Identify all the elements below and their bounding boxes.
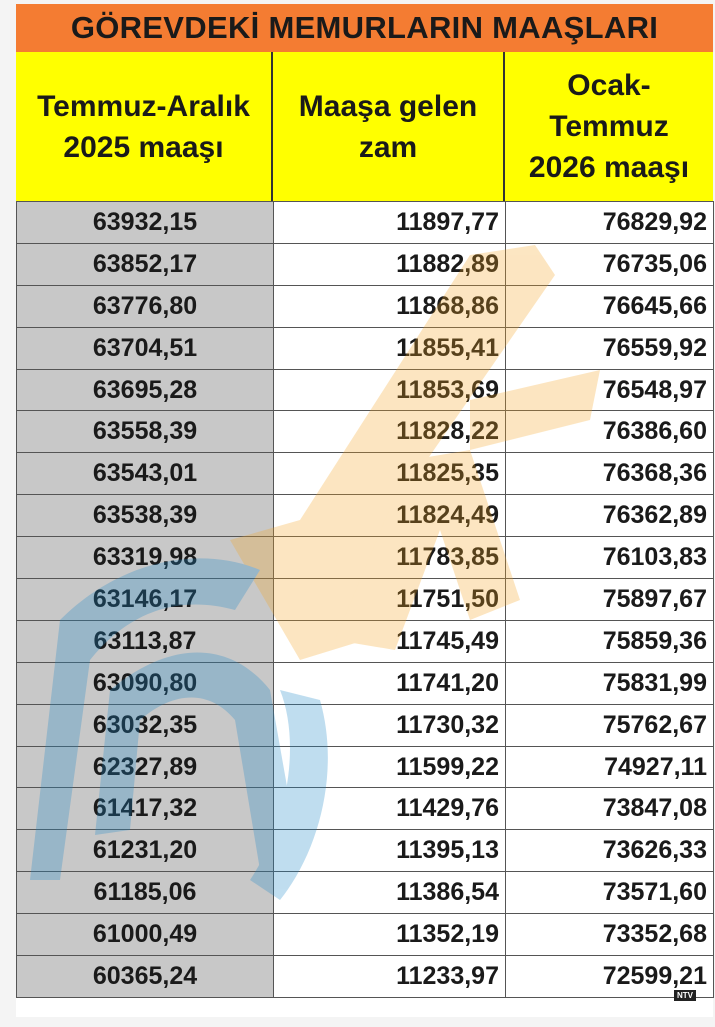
cell-2025-salary: 63319,98 <box>16 536 274 580</box>
cell-2026-salary: 75762,67 <box>505 703 714 747</box>
cell-raise: 11824,49 <box>273 494 506 538</box>
salary-table-sheet: GÖREVDEKİ MEMURLARIN MAAŞLARI Temmuz-Ara… <box>16 4 714 1017</box>
cell-raise: 11882,89 <box>273 242 506 286</box>
table-row: 63319,98 11783,85 76103,83 <box>16 536 714 580</box>
table-row: 63852,17 11882,89 76735,06 <box>16 242 714 286</box>
ntv-logo-icon: NTV <box>674 990 696 1001</box>
table-row: 62327,89 11599,22 74927,11 <box>16 745 714 789</box>
cell-2025-salary: 63695,28 <box>16 368 274 412</box>
cell-2025-salary: 63776,80 <box>16 284 274 328</box>
cell-2025-salary: 61231,20 <box>16 829 274 873</box>
table-row: 63032,35 11730,32 75762,67 <box>16 703 714 747</box>
cell-2025-salary: 63146,17 <box>16 578 274 621</box>
cell-raise: 11783,85 <box>273 536 506 580</box>
cell-2026-salary: 76386,60 <box>505 410 714 454</box>
cell-raise: 11855,41 <box>273 326 506 370</box>
header-col-raise: Maaşa gelen zam <box>273 52 505 201</box>
table-row: 61231,20 11395,13 73626,33 <box>16 829 714 873</box>
cell-2025-salary: 63543,01 <box>16 452 274 496</box>
cell-2026-salary: 75831,99 <box>505 661 714 705</box>
header-line: Temmuz <box>549 110 669 143</box>
cell-2025-salary: 63852,17 <box>16 242 274 286</box>
cell-2026-salary: 75897,67 <box>505 578 714 621</box>
salary-table: 63932,15 11897,77 76829,92 63852,17 11882,89… <box>16 201 714 998</box>
table-row: 63932,15 11897,77 76829,92 <box>16 201 714 244</box>
cell-2026-salary: 73352,68 <box>505 913 714 957</box>
cell-2025-salary: 63704,51 <box>16 326 274 370</box>
header-col-2026-salary: Ocak- Temmuz 2026 maaşı <box>505 52 713 201</box>
cell-2025-salary: 63113,87 <box>16 619 274 663</box>
table-row: 63558,39 11828,22 76386,60 <box>16 410 714 454</box>
table-row: 61417,32 11429,76 73847,08 <box>16 787 714 831</box>
cell-2026-salary: 76829,92 <box>505 201 714 244</box>
table-row: 63776,80 11868,86 76645,66 <box>16 284 714 328</box>
cell-2026-salary: 73847,08 <box>505 787 714 831</box>
cell-2026-salary: 74927,11 <box>505 745 714 789</box>
cell-raise: 11395,13 <box>273 829 506 873</box>
cell-2026-salary: 76368,36 <box>505 452 714 496</box>
table-row: 63113,87 11745,49 75859,36 <box>16 619 714 663</box>
cell-2026-salary: 76548,97 <box>505 368 714 412</box>
table-title: GÖREVDEKİ MEMURLARIN MAAŞLARI <box>16 4 713 52</box>
cell-2025-salary: 63558,39 <box>16 410 274 454</box>
cell-raise: 11730,32 <box>273 703 506 747</box>
cell-raise: 11897,77 <box>273 201 506 244</box>
table-row: 60365,24 11233,97 72599,21 <box>16 955 714 998</box>
cell-2025-salary: 61417,32 <box>16 787 274 831</box>
cell-raise: 11825,35 <box>273 452 506 496</box>
cell-2025-salary: 61185,06 <box>16 871 274 915</box>
cell-2026-salary: 76362,89 <box>505 494 714 538</box>
table-row: 63543,01 11825,35 76368,36 <box>16 452 714 496</box>
cell-2025-salary: 62327,89 <box>16 745 274 789</box>
cell-raise: 11599,22 <box>273 745 506 789</box>
cell-2026-salary: 73626,33 <box>505 829 714 873</box>
cell-raise: 11853,69 <box>273 368 506 412</box>
cell-2025-salary: 63538,39 <box>16 494 274 538</box>
header-line: 2026 maaşı <box>528 151 690 184</box>
cell-raise: 11741,20 <box>273 661 506 705</box>
cell-2026-salary: 76103,83 <box>505 536 714 580</box>
cell-2025-salary: 63932,15 <box>16 201 274 244</box>
cell-raise: 11386,54 <box>273 871 506 915</box>
cell-2025-salary: 60365,24 <box>16 955 274 998</box>
cell-raise: 11751,50 <box>273 578 506 621</box>
table-row: 63090,80 11741,20 75831,99 <box>16 661 714 705</box>
cell-2025-salary: 61000,49 <box>16 913 274 957</box>
cell-2026-salary: 75859,36 <box>505 619 714 663</box>
table-row: 63695,28 11853,69 76548,97 <box>16 368 714 412</box>
cell-2026-salary: 76645,66 <box>505 284 714 328</box>
cell-2026-salary: 76559,92 <box>505 326 714 370</box>
table-row: 63146,17 11751,50 75897,67 <box>16 578 714 621</box>
table-row: 63538,39 11824,49 76362,89 <box>16 494 714 538</box>
header-line: Ocak- <box>567 69 651 102</box>
header-col-2025-salary: Temmuz-Aralık 2025 maaşı <box>16 52 273 201</box>
cell-raise: 11868,86 <box>273 284 506 328</box>
table-row: 61185,06 11386,54 73571,60 <box>16 871 714 915</box>
cell-raise: 11745,49 <box>273 619 506 663</box>
cell-raise: 11352,19 <box>273 913 506 957</box>
cell-2025-salary: 63090,80 <box>16 661 274 705</box>
cell-raise: 11233,97 <box>273 955 506 998</box>
cell-raise: 11429,76 <box>273 787 506 831</box>
cell-2026-salary: 76735,06 <box>505 242 714 286</box>
table-row: 63704,51 11855,41 76559,92 <box>16 326 714 370</box>
cell-2026-salary: 73571,60 <box>505 871 714 915</box>
cell-2025-salary: 63032,35 <box>16 703 274 747</box>
table-row: 61000,49 11352,19 73352,68 <box>16 913 714 957</box>
cell-raise: 11828,22 <box>273 410 506 454</box>
